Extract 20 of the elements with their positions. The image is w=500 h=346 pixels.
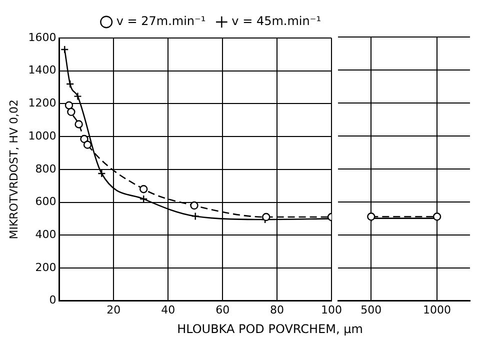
legend-label: v = 27m.min⁻¹ [116,14,206,28]
y-tick-label: 1200 [28,96,56,110]
y-tick-label: 600 [35,195,56,208]
x-tick-label: 40 [161,303,176,316]
legend-label: v = 45m.min⁻¹ [232,14,322,28]
y-tick-label: 400 [35,228,56,241]
y-tick-label: 1000 [28,129,56,142]
x-tick-label: 60 [216,303,230,316]
x-tick-label: 100 [321,303,342,316]
y-tick-label: 1400 [28,64,56,77]
y-tick-label: 0 [49,294,56,307]
x-tick-label: 20 [106,303,121,316]
y-tick-label: 800 [35,162,56,176]
x-axis-title: HLOUBKA POD POVRCHEM, µm [176,322,364,336]
x-tick-label: 500 [360,303,382,316]
x-tick-label: 1000 [423,303,452,316]
y-tick-label: 200 [35,260,56,274]
y-axis-title: MIKROTVRDOST, HV 0,02 [7,100,20,240]
x-tick-label: 80 [270,303,284,316]
y-tick-label: 1600 [28,30,56,44]
